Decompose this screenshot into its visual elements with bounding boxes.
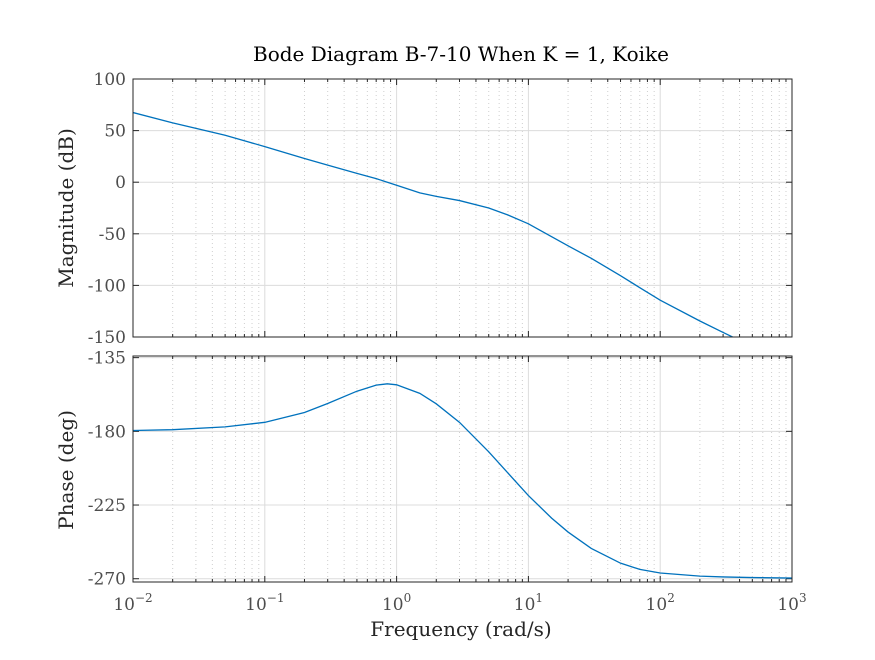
magnitude-axis-label: Magnitude (dB) xyxy=(54,128,78,288)
magnitude-y-tick-label: 0 xyxy=(115,173,126,193)
phase-axes-background xyxy=(132,355,793,583)
phase-y-tick-label: -135 xyxy=(88,349,126,369)
magnitude-y-tick-label: -100 xyxy=(88,276,126,296)
phase-y-tick-label: -225 xyxy=(88,496,126,516)
magnitude-axes-background xyxy=(132,78,793,338)
magnitude-panel: 100 50 0 -50 -100 -150 xyxy=(88,70,793,348)
x-tick-label: 10−2 xyxy=(113,591,152,615)
x-axis-label: Frequency (rad/s) xyxy=(370,617,551,641)
x-tick-label: 103 xyxy=(777,591,806,615)
magnitude-series-line xyxy=(133,111,735,337)
magnitude-y-tick-label: 100 xyxy=(94,70,126,90)
chart-title: Bode Diagram B-7-10 When K = 1, Koike xyxy=(253,42,669,66)
phase-axes-frame xyxy=(132,355,793,583)
phase-y-tick-label: -270 xyxy=(88,570,126,590)
phase-panel: -135 -180 -225 -270 xyxy=(88,349,793,590)
magnitude-y-tick-label: -50 xyxy=(99,225,126,245)
x-tick-label: 100 xyxy=(382,591,411,615)
magnitude-y-tick-label: -150 xyxy=(88,328,126,348)
x-tick-labels: 10−2 10−1 100 101 102 103 xyxy=(113,591,806,615)
phase-y-tick-label: -180 xyxy=(88,422,126,442)
x-tick-label: 101 xyxy=(514,591,543,615)
magnitude-axes-frame xyxy=(132,78,793,338)
magnitude-y-tick-label: 50 xyxy=(104,122,126,142)
phase-series-line xyxy=(133,383,792,579)
phase-axis-label: Phase (deg) xyxy=(54,410,78,530)
x-tick-label: 10−1 xyxy=(245,591,284,615)
x-tick-label: 102 xyxy=(646,591,675,615)
